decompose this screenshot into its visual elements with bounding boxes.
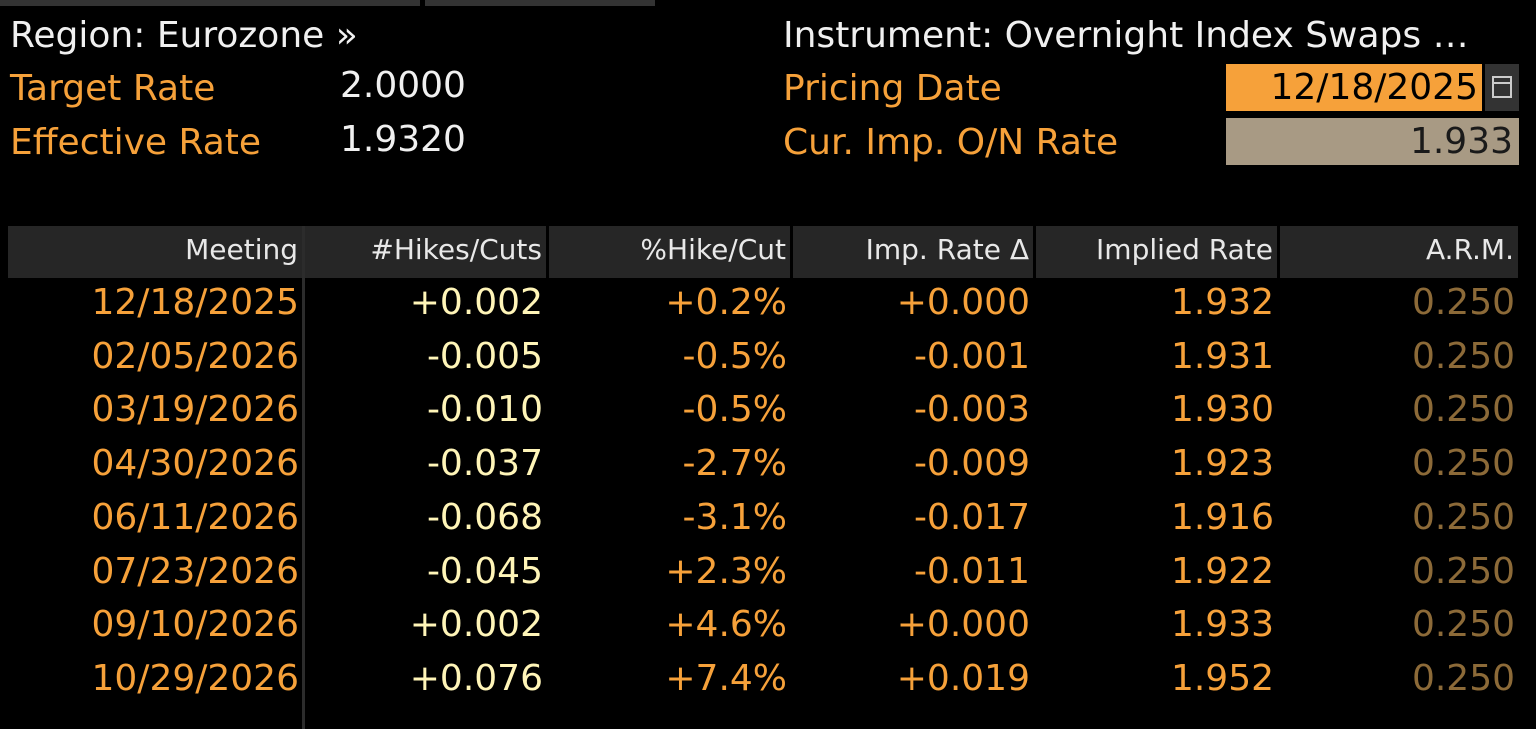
field-value: 2.0000 xyxy=(340,65,466,106)
table-cell: -0.037 xyxy=(426,443,543,485)
table-cell[interactable]: 06/11/2026 xyxy=(91,496,300,538)
tab-bar xyxy=(0,0,420,6)
table-cell: 0.250 xyxy=(1411,443,1515,485)
table-cell: +4.6% xyxy=(665,604,787,646)
column-header[interactable]: #Hikes/Cuts xyxy=(370,233,542,266)
date-input[interactable]: 12/18/2025 xyxy=(1226,64,1482,111)
table-cell: +7.4% xyxy=(665,657,787,699)
region[interactable]: Region: Eurozone » xyxy=(10,15,358,56)
header-cell-bg xyxy=(305,226,546,278)
table-cell[interactable]: 07/23/2026 xyxy=(91,550,300,592)
header-cell-bg xyxy=(1280,226,1518,278)
table-cell: -0.001 xyxy=(913,335,1030,377)
table-cell: 0.250 xyxy=(1411,550,1515,592)
table-cell: 0.250 xyxy=(1411,496,1515,538)
column-header[interactable]: A.R.M. xyxy=(1426,233,1514,266)
table-cell: 0.250 xyxy=(1411,657,1515,699)
table-cell: -0.068 xyxy=(426,496,543,538)
table-cell[interactable]: 10/29/2026 xyxy=(91,657,300,699)
column-header[interactable]: Meeting xyxy=(185,233,298,266)
field-label: Cur. Imp. O/N Rate xyxy=(783,122,1119,163)
table-cell: -0.005 xyxy=(426,335,543,377)
table-cell: -0.5% xyxy=(682,335,787,377)
header-cell-bg xyxy=(793,226,1033,278)
table-cell: -3.1% xyxy=(682,496,787,538)
table-cell: +0.002 xyxy=(409,282,543,323)
header-cell-bg xyxy=(549,226,790,278)
table-cell: 1.916 xyxy=(1170,496,1274,538)
table-cell[interactable]: 03/19/2026 xyxy=(91,389,300,431)
table-cell: 1.931 xyxy=(1170,335,1274,377)
table-cell: 1.932 xyxy=(1170,282,1274,323)
table-cell: -0.011 xyxy=(913,550,1030,592)
table-cell[interactable]: 04/30/2026 xyxy=(91,443,300,485)
table-cell: -0.5% xyxy=(682,389,787,431)
tab-bar xyxy=(425,0,655,6)
table-cell: +2.3% xyxy=(665,550,787,592)
table-cell: +0.019 xyxy=(896,657,1030,699)
column-header[interactable]: Implied Rate xyxy=(1096,233,1273,266)
table-cell: +0.000 xyxy=(896,604,1030,646)
field-value: 1.9320 xyxy=(340,119,466,160)
table-cell[interactable]: 09/10/2026 xyxy=(91,604,300,646)
table-cell: -0.017 xyxy=(913,496,1030,538)
table-cell: 1.930 xyxy=(1170,389,1274,431)
table-cell: 1.933 xyxy=(1170,604,1274,646)
table-cell: 1.923 xyxy=(1170,443,1274,485)
instrument[interactable]: Instrument: Overnight Index Swaps … xyxy=(783,15,1469,56)
column-divider xyxy=(302,226,305,729)
table-cell: -0.009 xyxy=(913,443,1030,485)
table-cell: 0.250 xyxy=(1411,282,1515,323)
table-cell: 1.922 xyxy=(1170,550,1274,592)
table-cell: -0.045 xyxy=(426,550,543,592)
header-cell-bg xyxy=(8,226,302,278)
table-cell: 0.250 xyxy=(1411,604,1515,646)
table-cell: -0.010 xyxy=(426,389,543,431)
table-cell: +0.002 xyxy=(409,604,543,646)
table-cell[interactable]: 02/05/2026 xyxy=(91,335,300,377)
column-header[interactable]: %Hike/Cut xyxy=(640,233,786,266)
rate-input[interactable]: 1.933 xyxy=(1226,118,1519,165)
table-cell: +0.2% xyxy=(665,282,787,323)
table-cell: -2.7% xyxy=(682,443,787,485)
calendar-icon xyxy=(1492,76,1512,98)
table-cell[interactable]: 12/18/2025 xyxy=(91,282,300,323)
field-label: Effective Rate xyxy=(10,122,262,163)
table-cell: 1.952 xyxy=(1170,657,1274,699)
table-cell: -0.003 xyxy=(913,389,1030,431)
field-label: Pricing Date xyxy=(783,68,1002,109)
field-label: Target Rate xyxy=(10,68,216,109)
table-cell: +0.076 xyxy=(409,657,543,699)
calendar-button[interactable] xyxy=(1485,64,1519,111)
header-cell-bg xyxy=(1036,226,1277,278)
table-cell: +0.000 xyxy=(896,282,1030,323)
column-header[interactable]: Imp. Rate Δ xyxy=(865,233,1029,266)
table-cell: 0.250 xyxy=(1411,389,1515,431)
table-cell: 0.250 xyxy=(1411,335,1515,377)
